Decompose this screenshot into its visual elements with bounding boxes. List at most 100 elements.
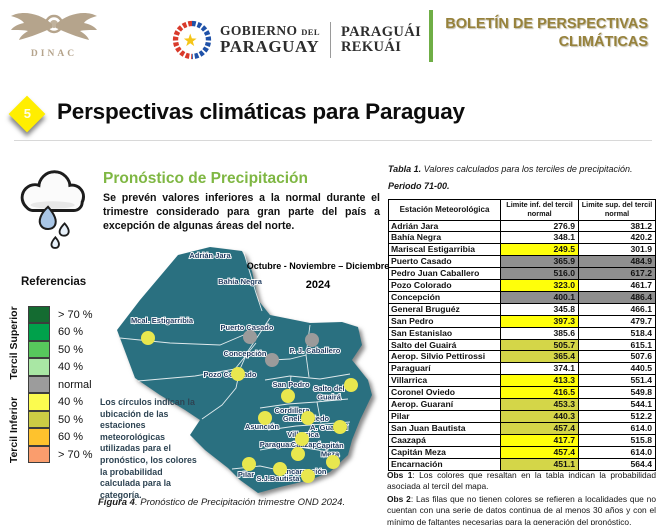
figure-caption-label: Figura 4 [98, 497, 135, 508]
limit-sup-cell: 615.1 [578, 338, 656, 352]
station-dot-yellow [273, 462, 287, 476]
station-label: Cordillera [274, 406, 310, 415]
table-row: Pozo Colorado 323.0 461.7 [388, 279, 656, 292]
table-row: General Bruguéz 345.8 466.1 [388, 302, 656, 316]
limit-sup-cell: 617.2 [578, 267, 656, 281]
table-period: Periodo 71-00. [388, 181, 450, 191]
table-note: Obs 1: Los colores que resaltan en la ta… [387, 470, 656, 492]
legend-entry-label: 60 % [58, 431, 84, 444]
map-note: Los círculos indican la ubicación de las… [100, 397, 197, 500]
station-dot-yellow [301, 411, 315, 425]
legend-swatch [28, 445, 50, 463]
legend-swatch [28, 375, 50, 393]
station-name-cell: Bahía Negra [388, 231, 501, 245]
dinac-logo: DINAC [8, 4, 100, 78]
table-row: Pilar 440.3 512.2 [388, 410, 656, 423]
station-dot-yellow [281, 389, 295, 403]
station-label: Guairá [317, 393, 342, 402]
tercil-superior-label: Tercil Superior [8, 306, 20, 380]
station-label: Adrián Jara [189, 251, 231, 260]
legend-swatch [28, 305, 50, 323]
limit-inf-cell: 451.1 [500, 457, 579, 471]
limit-inf-cell: 440.3 [500, 410, 579, 423]
limit-sup-cell: 544.1 [578, 398, 656, 411]
limit-inf-cell: 323.0 [500, 279, 579, 292]
station-name-cell: Coronel Oviedo [388, 386, 501, 400]
period-year: 2024 [305, 279, 331, 291]
legend-entry-label: > 70 % [58, 308, 93, 321]
section-number-badge: 5 [8, 95, 46, 133]
station-dot-yellow [295, 432, 309, 446]
limit-inf-cell: 516.0 [500, 267, 579, 281]
limit-sup-cell: 440.5 [578, 362, 656, 376]
limit-sup-cell: 512.2 [578, 410, 656, 423]
table-row: Salto del Guairá 505.7 615.1 [388, 338, 656, 352]
station-name-cell: Mariscal Estigarribia [388, 243, 501, 257]
table-row: Adrián Jara 276.9 381.2 [388, 219, 656, 233]
limit-inf-cell: 505.7 [500, 338, 579, 352]
bulletin-title-line2: CLIMÁTICAS [558, 34, 648, 51]
tercil-inferior-label: Tercil Inferior [8, 396, 20, 464]
table-row: Caazapá 417.7 515.8 [388, 433, 656, 447]
legend-entry-label: 40 % [58, 396, 84, 409]
station-name-cell: Concepción [388, 290, 501, 304]
rain-cloud-icon [20, 170, 86, 249]
station-name-cell: Villarrica [388, 374, 501, 388]
limit-sup-cell: 461.7 [578, 279, 656, 292]
stations-layer: Adrián Jara Bahía Negra Mcal. Estigarribia… [130, 250, 358, 484]
figure-caption-text: . Pronóstico de Precipitación trimestre … [134, 497, 346, 508]
legend-entry-label: 50 % [58, 343, 84, 356]
station-label: Meza [321, 450, 340, 459]
table-row: Puerto Casado 365.9 484.9 [388, 255, 656, 269]
limit-sup-cell: 486.4 [578, 290, 656, 304]
limit-inf-cell: 400.1 [500, 290, 579, 304]
legend-swatch [28, 358, 50, 376]
station-name-cell: Aerop. Guaraní [388, 398, 501, 411]
limit-inf-cell: 457.4 [500, 421, 579, 435]
col-station: Estación Meteorológica [388, 199, 501, 221]
station-dot-yellow [258, 411, 272, 425]
table-row: Paraguarí 374.1 440.5 [388, 362, 656, 376]
figure-caption: Figura 4. Pronóstico de Precipitación tr… [98, 497, 345, 508]
government-logo: GOBIERNO DEL PARAGUAY PARAGUÁI REKUÁI [172, 14, 421, 66]
table-note: Obs 2: Las filas que no tienen colores s… [387, 493, 656, 525]
station-label: Bahía Negra [218, 277, 263, 286]
limit-inf-cell: 453.3 [500, 398, 579, 411]
legend-entries: > 70 % 60 % 50 % 40 % normal 40 % 50 % 60 % > 70… [28, 305, 93, 464]
gov-line2: PARAGUAY [220, 37, 320, 57]
terciles-table-body: Adrián Jara 276.9 381.2 Bahía Negra 348.1 420… [388, 219, 656, 471]
station-dot-yellow [326, 455, 340, 469]
period-months: Octubre - Noviembre – Diciembre [246, 261, 390, 271]
limit-sup-cell: 518.4 [578, 326, 656, 340]
station-name-cell: General Bruguéz [388, 302, 501, 316]
page-title: Perspectivas climáticas para Paraguay [57, 99, 465, 124]
limit-inf-cell: 276.9 [500, 219, 579, 233]
station-label: Asunción [245, 422, 280, 431]
header-accent-bar [429, 10, 433, 62]
forecast-period: Octubre - Noviembre – Diciembre 2024 [240, 261, 396, 291]
legend-swatch [28, 340, 50, 358]
limit-inf-cell: 374.1 [500, 362, 579, 376]
station-label: Pozo Colorado [204, 370, 257, 379]
limit-inf-cell: 249.5 [500, 243, 579, 257]
table-row: Aerop. Guaraní 453.3 544.1 [388, 398, 656, 411]
table-caption-text: Valores calculados para los terciles de … [421, 164, 633, 174]
table-row: San Pedro 397.3 479.7 [388, 314, 656, 328]
legend-entry: 60 % [28, 323, 93, 342]
limit-inf-cell: 397.3 [500, 314, 579, 328]
station-dot-yellow [333, 420, 347, 434]
government-wordmark: GOBIERNO DEL PARAGUAY [220, 24, 320, 55]
section-number: 5 [23, 106, 31, 122]
station-name-cell: Puerto Casado [388, 255, 501, 269]
station-dot-gray [243, 330, 257, 344]
station-name-cell: San Estanislao [388, 326, 501, 340]
limit-sup-cell: 484.9 [578, 255, 656, 269]
station-label: Mcal. Estigarribia [131, 316, 194, 325]
legend-entry-label: normal [58, 378, 92, 391]
legend-entry: 50 % [28, 340, 93, 359]
table-row: Aerop. Silvio Pettirossi 365.4 507.6 [388, 350, 656, 364]
limit-sup-cell: 507.6 [578, 350, 656, 364]
station-label: A. Guaraní [310, 423, 349, 432]
table-row: Capitán Meza 457.4 614.0 [388, 445, 656, 459]
dinac-wings-icon [11, 12, 97, 40]
